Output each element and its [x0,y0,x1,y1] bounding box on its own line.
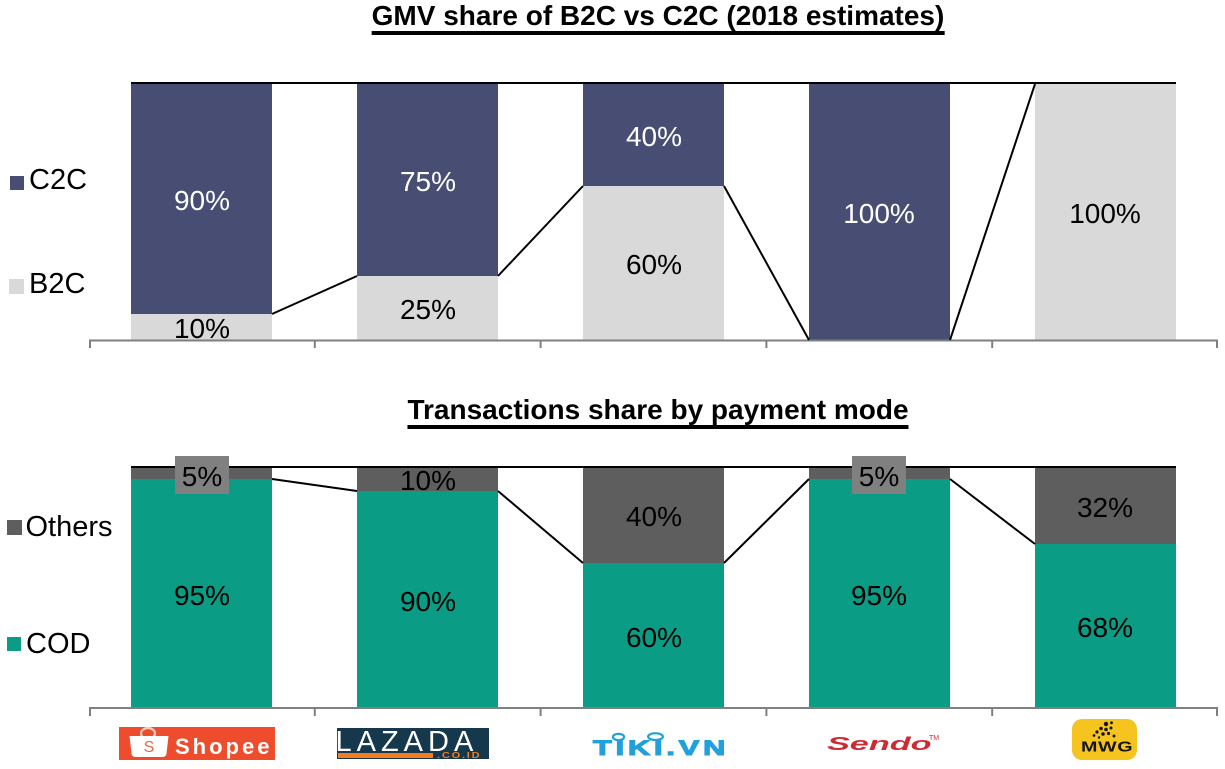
svg-text:S: S [144,739,155,756]
